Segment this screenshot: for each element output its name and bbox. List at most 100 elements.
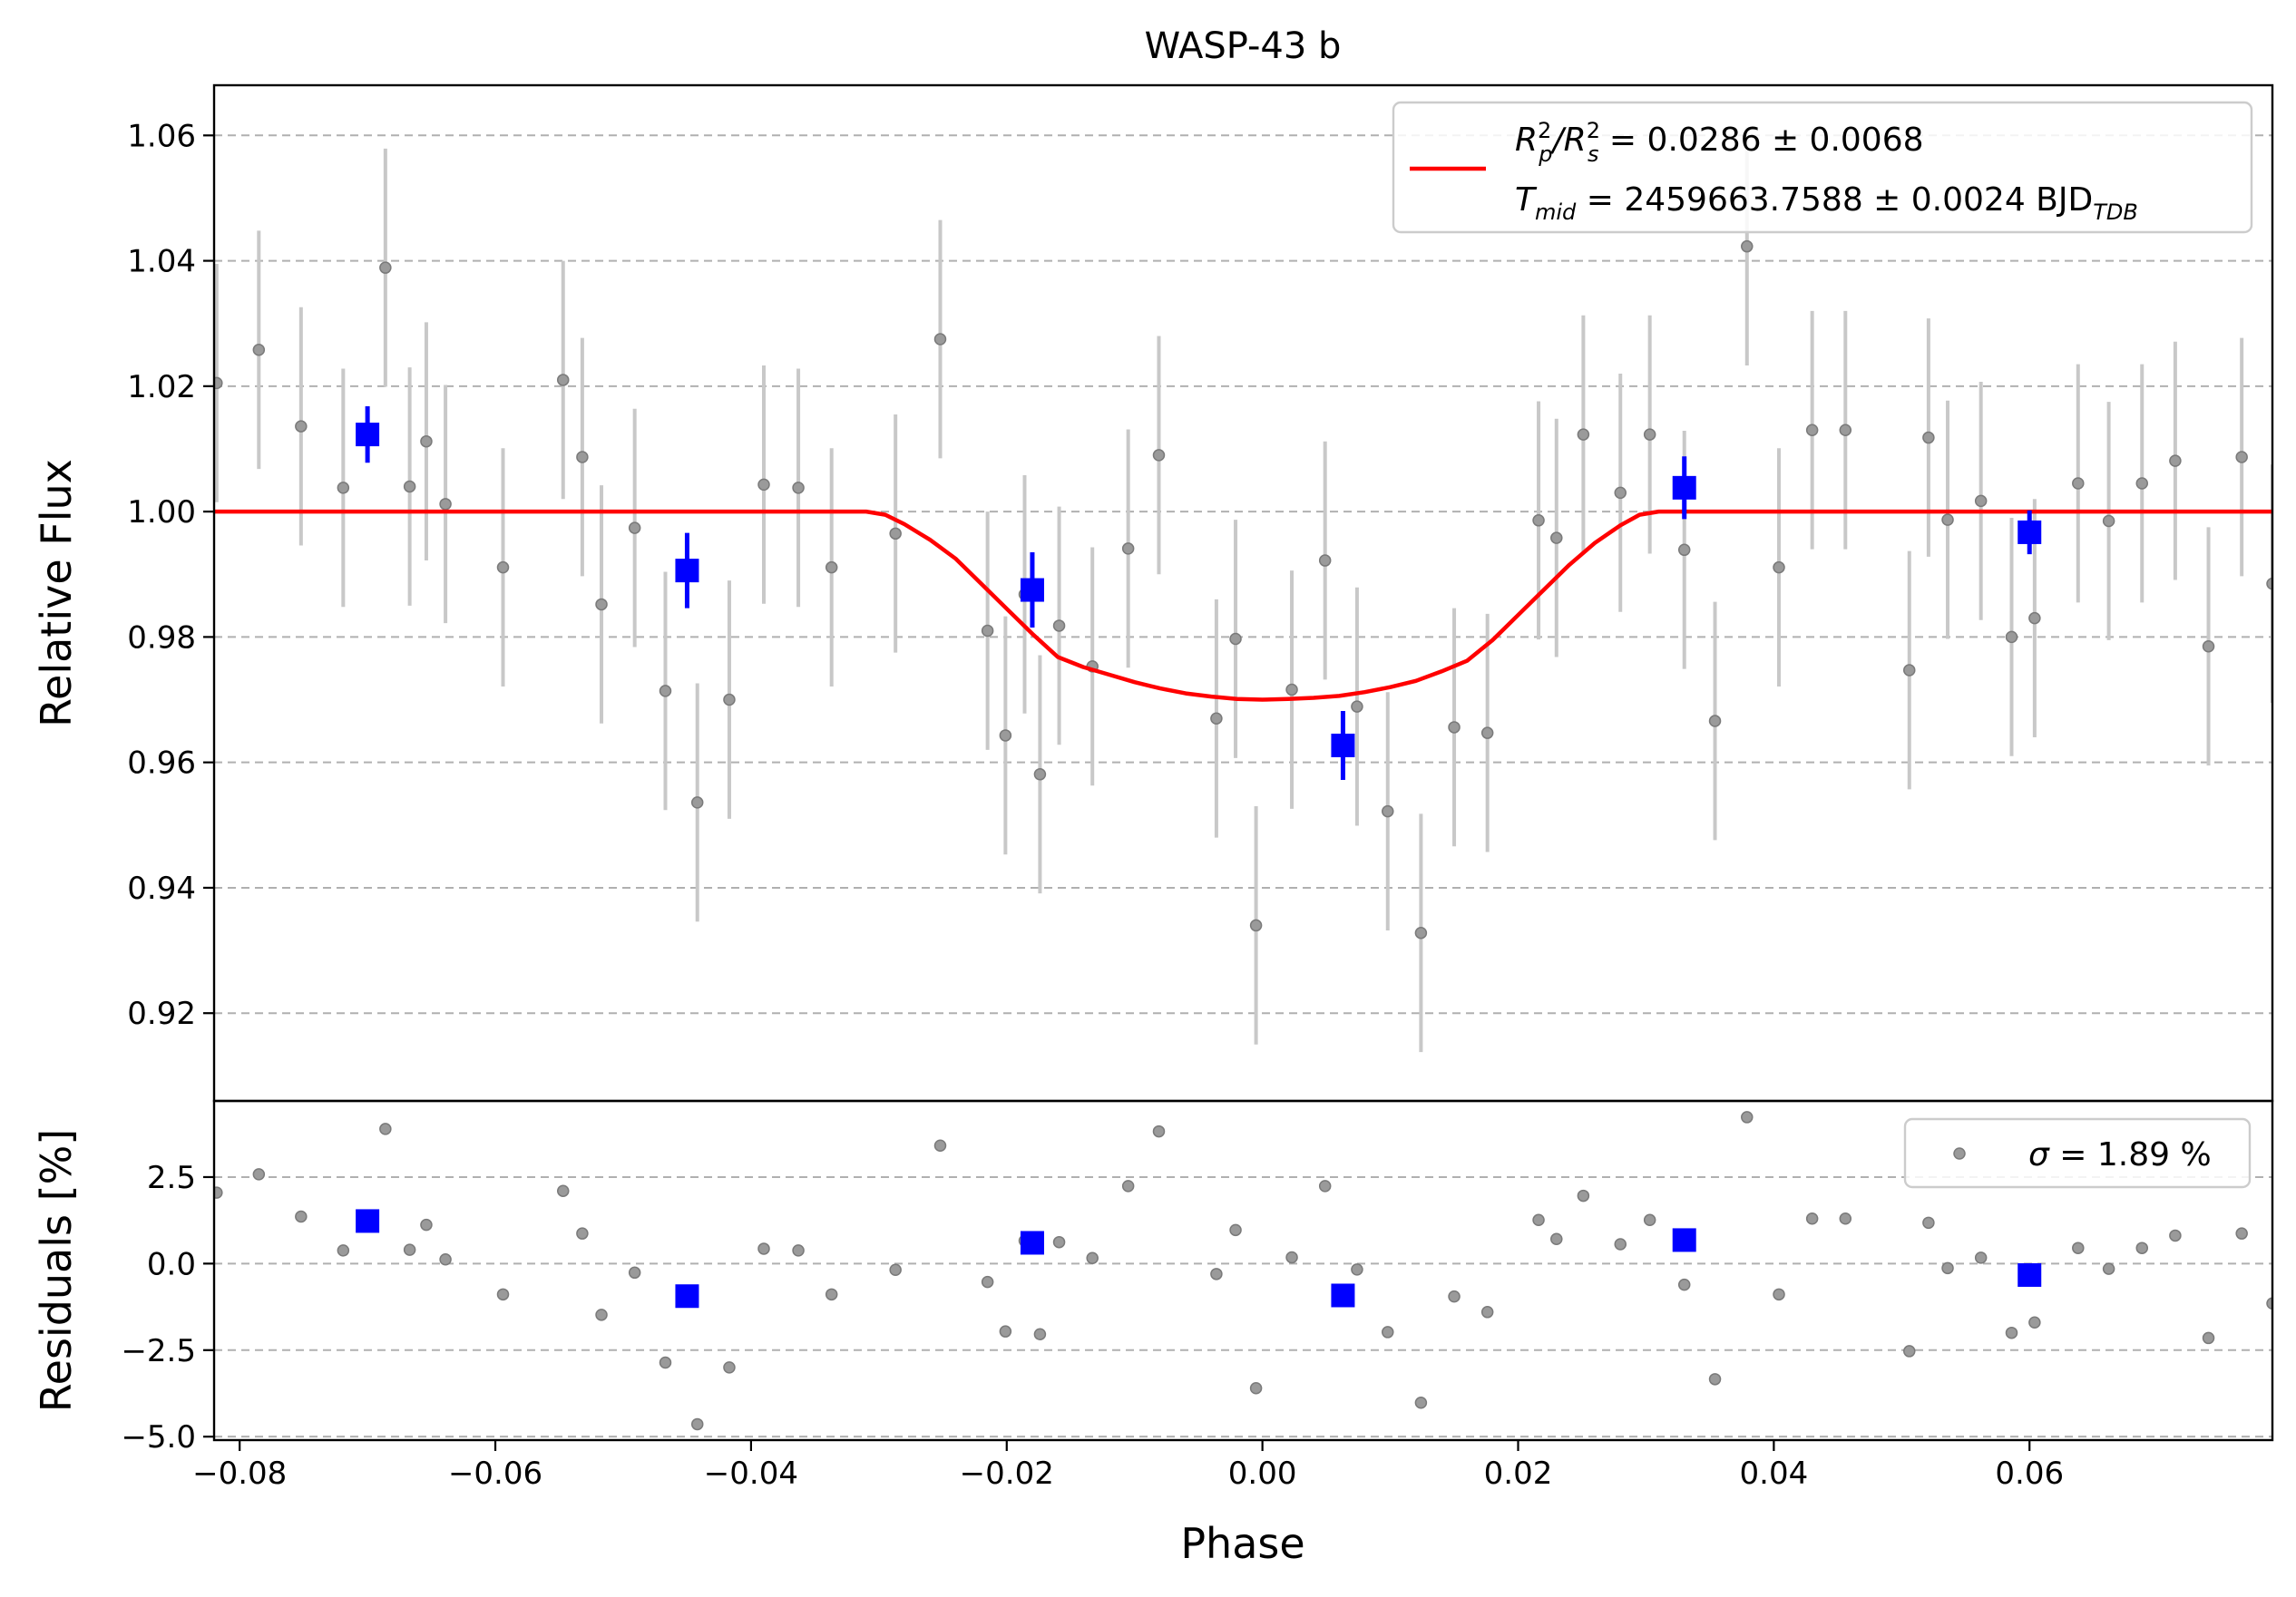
flux-point	[595, 598, 608, 611]
top-legend-box	[1392, 101, 2253, 234]
residual-point	[2235, 1227, 2248, 1240]
residual-point	[556, 1184, 570, 1197]
residual-point	[1922, 1216, 1935, 1230]
flux-point	[1351, 700, 1363, 713]
residual-point	[2202, 1331, 2215, 1345]
residual-point	[2028, 1316, 2041, 1329]
flux-point	[496, 560, 510, 574]
flux-point	[1532, 514, 1545, 527]
flux-point	[252, 344, 266, 356]
residual-point	[889, 1263, 902, 1276]
residual-point	[1550, 1232, 1563, 1246]
residual-point	[1677, 1278, 1691, 1291]
residual-point	[1643, 1213, 1656, 1227]
binned-residual-point	[1331, 1283, 1355, 1308]
residual-point	[933, 1139, 947, 1152]
flux-point	[2005, 630, 2018, 644]
flux-point	[2102, 514, 2115, 528]
residual-point	[659, 1356, 672, 1369]
flux-point	[295, 420, 308, 433]
flux-point	[2266, 577, 2272, 590]
flux-point	[825, 560, 838, 574]
residual-point	[1805, 1212, 1819, 1225]
flux-point	[1121, 542, 1135, 555]
flux-point	[1941, 513, 1954, 526]
top-binned-points	[356, 423, 2042, 757]
bottom-y-ticks: −5.0 −2.5 0.0 2.5	[121, 1160, 214, 1456]
bottom-binned-residuals	[356, 1209, 2042, 1309]
residual-point	[1285, 1251, 1298, 1264]
flux-point	[420, 434, 433, 448]
top-y-tick-label: 0.98	[127, 619, 196, 656]
residual-point	[496, 1288, 510, 1301]
flux-point	[1414, 926, 1428, 940]
top-y-tick-label: 0.92	[127, 996, 196, 1032]
flux-point	[1922, 431, 1935, 444]
flux-point	[1033, 768, 1047, 781]
binned-residual-point	[1020, 1231, 1044, 1255]
residual-point	[1249, 1382, 1263, 1395]
residual-point	[1839, 1212, 1852, 1225]
residual-point	[1152, 1125, 1166, 1138]
binned-flux-point	[675, 559, 699, 583]
bottom-panel-frame	[212, 1099, 2274, 1442]
residual-point	[999, 1325, 1012, 1338]
binned-residual-point	[1672, 1228, 1696, 1252]
flux-point	[999, 729, 1012, 742]
residual-point	[576, 1227, 589, 1240]
flux-point	[379, 261, 392, 274]
residual-point	[1052, 1235, 1066, 1249]
residual-point	[690, 1417, 704, 1431]
residual-point	[1414, 1397, 1428, 1409]
residual-point	[1382, 1326, 1394, 1339]
binned-flux-point	[2018, 520, 2042, 544]
x-ticks: −0.08 −0.06 −0.04 −0.02 0.00 0.02 0.04 0.06	[192, 1440, 2064, 1492]
x-tick-label: −0.02	[960, 1456, 1054, 1492]
flux-point	[1229, 632, 1242, 646]
flux-point	[1152, 449, 1166, 462]
residual-point	[420, 1218, 433, 1232]
flux-point	[1052, 619, 1066, 632]
transit-model-curve	[214, 509, 2272, 702]
top-y-tick-label: 1.02	[127, 369, 196, 405]
binned-flux-point	[1020, 578, 1044, 602]
flux-point	[1677, 543, 1691, 557]
legend-sigma-entry: σ = 1.89 %	[2028, 1136, 2212, 1173]
flux-point	[1382, 804, 1394, 818]
binned-residual-point	[2018, 1262, 2042, 1287]
residual-point	[1773, 1288, 1785, 1301]
residual-point	[1741, 1111, 1754, 1124]
flux-point	[1643, 428, 1656, 441]
residual-point	[1033, 1328, 1047, 1340]
residual-point	[379, 1123, 392, 1135]
flux-point	[2072, 477, 2085, 490]
residual-point	[723, 1361, 736, 1374]
flux-point	[403, 480, 416, 493]
flux-point	[2135, 477, 2148, 490]
bottom-y-tick-label: 2.5	[147, 1160, 196, 1196]
residual-point	[2266, 1297, 2272, 1310]
residual-point	[2135, 1242, 2148, 1254]
flux-point	[1210, 712, 1223, 725]
residual-point	[214, 1186, 223, 1199]
x-tick-label: 0.02	[1484, 1456, 1553, 1492]
flux-point	[889, 527, 902, 540]
flux-point	[933, 333, 947, 346]
residual-point	[1448, 1290, 1461, 1303]
residual-point	[1577, 1189, 1590, 1203]
flux-point	[1318, 554, 1332, 567]
flux-point	[690, 796, 704, 809]
x-tick-label: −0.04	[704, 1456, 798, 1492]
legend-depth-entry: R2 p/R2 s = 0.0286 ± 0.0068	[1515, 118, 1924, 167]
residual-point	[439, 1253, 452, 1266]
bottom-legend-box	[1903, 1117, 2252, 1189]
bottom-legend: σ = 1.89 %	[1903, 1117, 2252, 1189]
x-tick-label: −0.08	[192, 1456, 287, 1492]
flux-point	[628, 521, 641, 534]
flux-point	[2169, 454, 2182, 467]
residual-point	[1974, 1251, 1988, 1264]
flux-point	[1577, 428, 1590, 441]
binned-flux-point	[1331, 734, 1355, 757]
model-line	[214, 509, 2272, 702]
flux-point	[576, 451, 589, 463]
